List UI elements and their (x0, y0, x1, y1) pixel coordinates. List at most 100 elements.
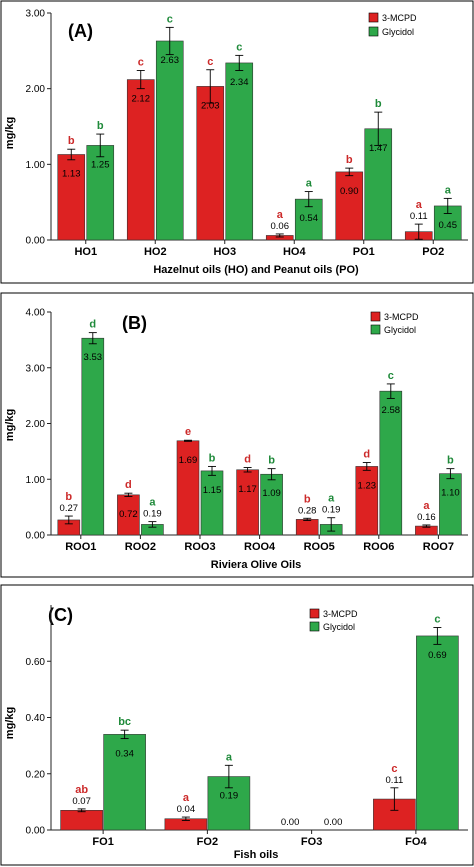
x-tick-label: ROO3 (184, 541, 215, 553)
data-label: 2.34 (230, 77, 249, 88)
significance-letter: c (207, 56, 213, 68)
panel-b-plot: 0.001.002.003.004.00ROO10.27b3.53dROO20.… (26, 308, 468, 553)
y-tick-label: 0.00 (26, 236, 46, 247)
data-label: 1.15 (203, 485, 222, 496)
bar (86, 145, 115, 241)
panel-b-border (0, 292, 474, 578)
bar (81, 337, 105, 536)
panel-c: (C) mg/kg Fish oils 3-MCPD Glycidol 0.00… (0, 584, 474, 866)
significance-letter: d (89, 319, 96, 331)
bar (236, 469, 259, 536)
data-label: 2.12 (132, 94, 151, 105)
data-label: 0.19 (143, 509, 162, 520)
x-tick-label: HO1 (74, 246, 97, 258)
panel-a-label: (A) (68, 21, 93, 41)
significance-letter: c (434, 614, 440, 626)
legend-label-3mcpd: 3-MCPD (382, 13, 417, 23)
panel-a-ylabel: mg/kg (4, 117, 16, 149)
significance-letter: c (388, 370, 394, 382)
significance-letter: b (375, 98, 382, 110)
panel-b-xlabel: Riviera Olive Oils (211, 559, 302, 571)
data-label: 0.00 (324, 817, 343, 828)
y-tick-label: 1.00 (26, 475, 46, 486)
significance-letter: c (138, 57, 144, 69)
y-tick-label: 4.00 (26, 308, 46, 319)
data-label: 0.19 (322, 505, 341, 516)
data-label: 0.11 (410, 211, 428, 222)
x-tick-label: HO4 (283, 246, 307, 258)
bar (196, 86, 225, 241)
significance-letter: ab (75, 784, 88, 796)
legend-swatch-3mcpd (370, 311, 381, 322)
data-label: 0.72 (119, 509, 138, 520)
bar (416, 635, 459, 831)
bar (126, 79, 155, 241)
panel-a-border (0, 0, 474, 284)
x-tick-label: FO3 (301, 836, 322, 848)
data-label: 1.17 (238, 484, 257, 495)
legend-swatch-glycidol (370, 324, 381, 335)
significance-letter: a (306, 178, 313, 190)
data-label: 1.25 (91, 159, 110, 170)
significance-letter: b (68, 135, 75, 147)
x-tick-label: ROO1 (65, 541, 96, 553)
data-label: 0.06 (271, 221, 290, 232)
panel-b-label: (B) (122, 313, 147, 333)
significance-letter: b (97, 120, 104, 132)
x-tick-label: HO3 (213, 246, 236, 258)
significance-letter: bc (118, 716, 131, 728)
data-label: 0.28 (298, 505, 317, 516)
y-tick-label: 3.00 (26, 363, 46, 374)
significance-letter: e (185, 426, 191, 438)
legend-swatch-3mcpd (368, 12, 379, 23)
panel-a-legend: 3-MCPD Glycidol (368, 12, 417, 37)
bar (364, 128, 393, 241)
x-tick-label: ROO6 (363, 541, 394, 553)
legend-swatch-glycidol (368, 26, 379, 37)
significance-letter: c (167, 13, 173, 25)
x-tick-label: ROO5 (304, 541, 335, 553)
x-tick-label: HO2 (144, 246, 167, 258)
data-label: 1.47 (369, 143, 388, 154)
x-tick-label: PO1 (353, 246, 375, 258)
bar (295, 519, 319, 536)
y-tick-label: 3.00 (26, 9, 46, 20)
panel-a-xlabel: Hazelnut oils (HO) and Peanut oils (PO) (153, 264, 359, 276)
data-label: 0.19 (220, 791, 239, 802)
panel-c-ylabel: mg/kg (4, 707, 16, 739)
bar (57, 154, 86, 241)
data-label: 0.54 (300, 213, 319, 224)
data-label: 0.11 (385, 775, 403, 786)
significance-letter: b (304, 493, 311, 505)
x-tick-label: FO1 (92, 836, 113, 848)
data-label: 2.58 (382, 405, 401, 416)
significance-letter: a (328, 493, 335, 505)
legend-label-3mcpd: 3-MCPD (384, 312, 419, 322)
data-label: 0.16 (417, 512, 436, 523)
x-tick-label: ROO7 (423, 541, 454, 553)
panel-c-xlabel: Fish oils (234, 849, 279, 861)
x-tick-label: FO2 (197, 836, 218, 848)
significance-letter: d (125, 479, 132, 491)
bar (60, 810, 103, 831)
significance-letter: d (363, 449, 370, 461)
panel-b-legend: 3-MCPD Glycidol (370, 311, 419, 335)
panel-b-ylabel: mg/kg (4, 409, 16, 441)
panel-c-border (0, 584, 474, 866)
significance-letter: a (423, 500, 430, 512)
bar (103, 734, 146, 831)
y-tick-label: 0.20 (26, 769, 46, 780)
data-label: 3.53 (84, 352, 103, 363)
significance-letter: a (416, 199, 423, 211)
significance-letter: a (149, 497, 156, 509)
significance-letter: c (236, 41, 242, 53)
legend-label-glycidol: Glycidol (382, 27, 414, 37)
y-tick-label: 2.00 (26, 419, 46, 430)
legend-label-glycidol: Glycidol (384, 325, 416, 335)
data-label: 0.90 (340, 186, 359, 197)
data-label: 0.27 (60, 503, 79, 514)
legend-swatch-3mcpd (309, 608, 320, 619)
significance-letter: a (277, 209, 284, 221)
